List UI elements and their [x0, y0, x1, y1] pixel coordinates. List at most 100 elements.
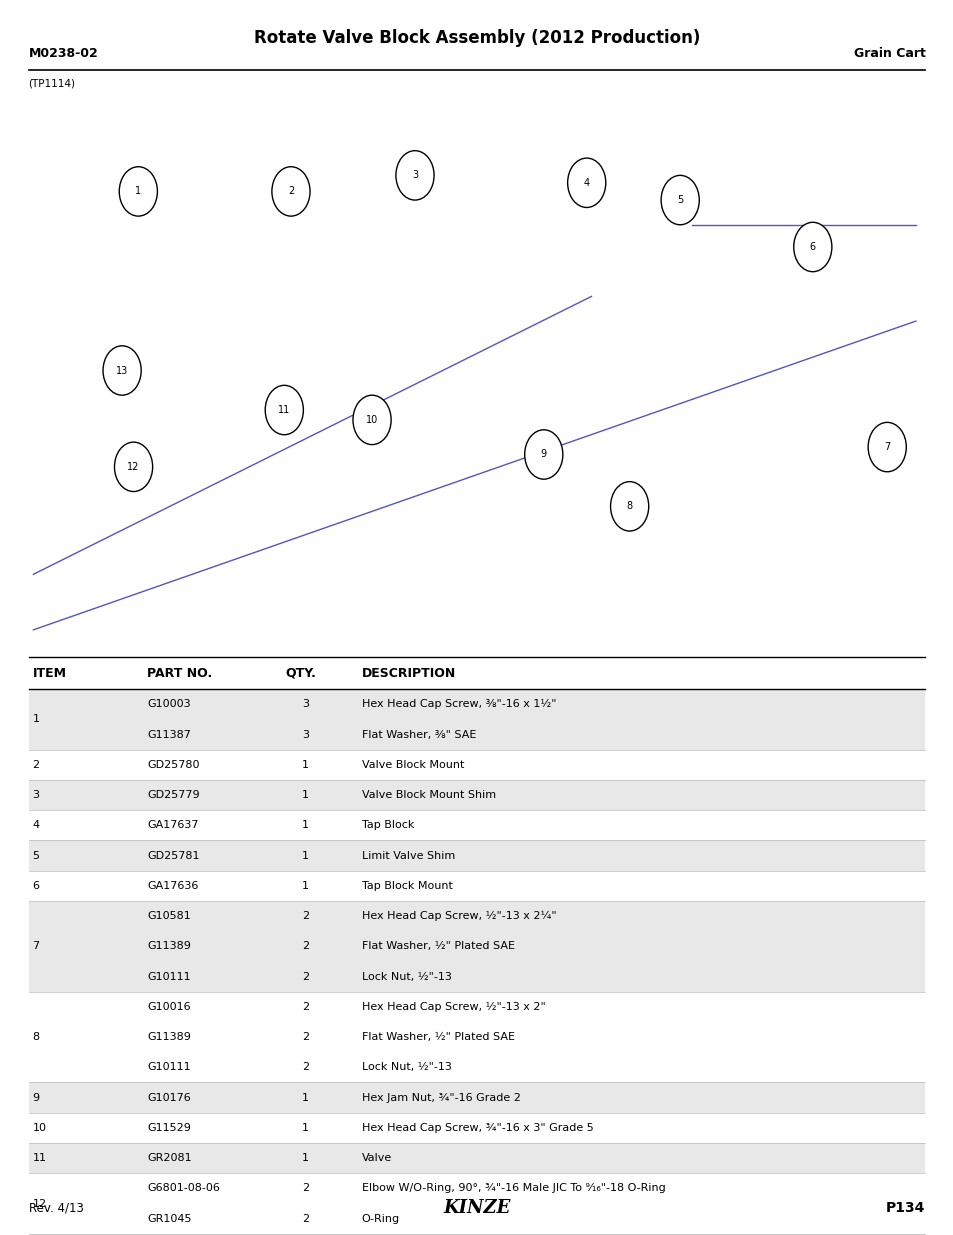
- Text: G11529: G11529: [147, 1123, 191, 1132]
- Text: Flat Washer, ½" Plated SAE: Flat Washer, ½" Plated SAE: [361, 941, 514, 951]
- Text: 3: 3: [412, 170, 417, 180]
- Text: 11: 11: [278, 405, 290, 415]
- Text: G6801-08-06: G6801-08-06: [147, 1183, 219, 1193]
- Text: 1: 1: [301, 851, 309, 861]
- Bar: [29, 841, 924, 871]
- Text: ITEM: ITEM: [32, 667, 67, 679]
- Circle shape: [610, 482, 648, 531]
- Circle shape: [793, 222, 831, 272]
- Text: 2: 2: [301, 1214, 309, 1224]
- Text: G10111: G10111: [147, 1062, 191, 1072]
- Text: 5: 5: [32, 851, 39, 861]
- Text: 1: 1: [301, 1153, 309, 1163]
- Text: 1: 1: [301, 760, 309, 769]
- Text: Grain Cart: Grain Cart: [853, 47, 924, 59]
- Bar: [29, 1144, 924, 1173]
- Circle shape: [353, 395, 391, 445]
- Text: 12: 12: [128, 462, 139, 472]
- Text: Hex Head Cap Screw, ½"-13 x 2¼": Hex Head Cap Screw, ½"-13 x 2¼": [361, 911, 556, 921]
- Text: GA17636: GA17636: [147, 881, 198, 890]
- Text: Hex Head Cap Screw, ⅜"-16 x 1½": Hex Head Cap Screw, ⅜"-16 x 1½": [361, 699, 556, 709]
- Text: GD25779: GD25779: [147, 790, 199, 800]
- Text: KINZE: KINZE: [443, 1199, 510, 1216]
- Text: G10176: G10176: [147, 1093, 191, 1103]
- Text: P134: P134: [885, 1200, 924, 1215]
- Text: O-Ring: O-Ring: [361, 1214, 399, 1224]
- Text: GR2081: GR2081: [147, 1153, 192, 1163]
- Text: 1: 1: [135, 186, 141, 196]
- Text: 2: 2: [301, 1002, 309, 1011]
- Text: PART NO.: PART NO.: [147, 667, 212, 679]
- Text: G10581: G10581: [147, 911, 191, 921]
- Text: GR1045: GR1045: [147, 1214, 192, 1224]
- Text: QTY.: QTY.: [285, 667, 315, 679]
- Text: GD25780: GD25780: [147, 760, 199, 769]
- Text: Elbow W/O-Ring, 90°, ¾"-16 Male JIC To ⁹⁄₁₆"-18 O-Ring: Elbow W/O-Ring, 90°, ¾"-16 Male JIC To ⁹…: [361, 1183, 664, 1193]
- Circle shape: [119, 167, 157, 216]
- Text: 2: 2: [301, 1183, 309, 1193]
- Text: 1: 1: [32, 714, 39, 725]
- Text: 8: 8: [32, 1032, 39, 1042]
- Text: G11389: G11389: [147, 1032, 191, 1042]
- Text: 2: 2: [32, 760, 39, 769]
- Text: Flat Washer, ½" Plated SAE: Flat Washer, ½" Plated SAE: [361, 1032, 514, 1042]
- Bar: [29, 689, 924, 750]
- Text: G11387: G11387: [147, 730, 191, 740]
- Text: 6: 6: [32, 881, 39, 890]
- Text: 2: 2: [301, 1032, 309, 1042]
- Text: GD25781: GD25781: [147, 851, 199, 861]
- Text: 7: 7: [883, 442, 889, 452]
- Text: M0238-02: M0238-02: [29, 47, 98, 59]
- Text: 6: 6: [809, 242, 815, 252]
- Circle shape: [114, 442, 152, 492]
- Text: 2: 2: [301, 911, 309, 921]
- Text: 5: 5: [677, 195, 682, 205]
- Text: Hex Jam Nut, ¾"-16 Grade 2: Hex Jam Nut, ¾"-16 Grade 2: [361, 1093, 520, 1103]
- Text: G11389: G11389: [147, 941, 191, 951]
- Text: Rev. 4/13: Rev. 4/13: [29, 1202, 84, 1214]
- Text: Valve Block Mount Shim: Valve Block Mount Shim: [361, 790, 496, 800]
- Text: 12: 12: [32, 1198, 47, 1209]
- Bar: [29, 902, 924, 992]
- Text: 9: 9: [32, 1093, 39, 1103]
- Text: 1: 1: [301, 820, 309, 830]
- Text: 3: 3: [32, 790, 39, 800]
- Text: (TP1114): (TP1114): [29, 79, 75, 89]
- Text: G10111: G10111: [147, 972, 191, 982]
- Text: DESCRIPTION: DESCRIPTION: [361, 667, 456, 679]
- Text: 10: 10: [32, 1123, 47, 1132]
- Text: 13: 13: [116, 366, 128, 375]
- Text: 11: 11: [32, 1153, 47, 1163]
- Text: Tap Block: Tap Block: [361, 820, 414, 830]
- Text: 2: 2: [301, 941, 309, 951]
- Text: 8: 8: [626, 501, 632, 511]
- Circle shape: [265, 385, 303, 435]
- Circle shape: [103, 346, 141, 395]
- Circle shape: [660, 175, 699, 225]
- Text: 1: 1: [301, 881, 309, 890]
- Circle shape: [867, 422, 905, 472]
- Text: Limit Valve Shim: Limit Valve Shim: [361, 851, 455, 861]
- Text: Flat Washer, ⅜" SAE: Flat Washer, ⅜" SAE: [361, 730, 476, 740]
- Text: 10: 10: [366, 415, 377, 425]
- Text: 2: 2: [301, 972, 309, 982]
- Text: 4: 4: [583, 178, 589, 188]
- Text: Lock Nut, ½"-13: Lock Nut, ½"-13: [361, 972, 451, 982]
- Text: Rotate Valve Block Assembly (2012 Production): Rotate Valve Block Assembly (2012 Produc…: [253, 28, 700, 47]
- Text: 2: 2: [301, 1062, 309, 1072]
- Bar: [29, 781, 924, 810]
- Text: 1: 1: [301, 1093, 309, 1103]
- Circle shape: [395, 151, 434, 200]
- Text: Hex Head Cap Screw, ¾"-16 x 3" Grade 5: Hex Head Cap Screw, ¾"-16 x 3" Grade 5: [361, 1123, 593, 1132]
- Bar: [29, 1082, 924, 1113]
- Text: 1: 1: [301, 1123, 309, 1132]
- Text: 4: 4: [32, 820, 39, 830]
- Text: 2: 2: [288, 186, 294, 196]
- Text: Tap Block Mount: Tap Block Mount: [361, 881, 452, 890]
- Text: Valve Block Mount: Valve Block Mount: [361, 760, 463, 769]
- Text: G10016: G10016: [147, 1002, 191, 1011]
- Text: 3: 3: [301, 699, 309, 709]
- Text: Lock Nut, ½"-13: Lock Nut, ½"-13: [361, 1062, 451, 1072]
- Circle shape: [567, 158, 605, 207]
- Text: 9: 9: [540, 450, 546, 459]
